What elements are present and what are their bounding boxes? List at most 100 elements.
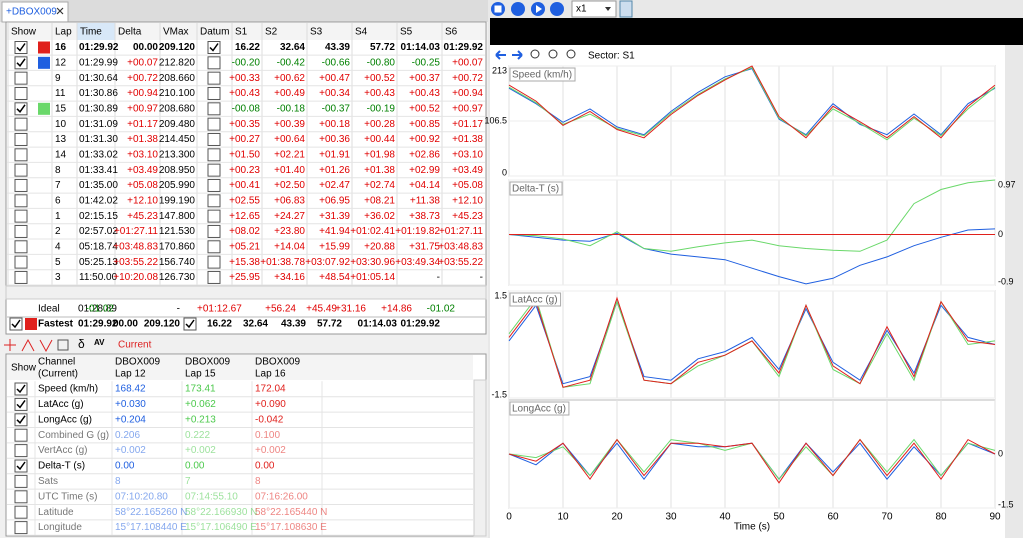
checkbox[interactable]: [14, 86, 28, 100]
checkbox[interactable]: [14, 194, 28, 208]
lap-cell: +00.35: [229, 119, 260, 130]
icon-cross[interactable]: [4, 339, 16, 351]
checkbox[interactable]: [207, 194, 221, 208]
delta-icon[interactable]: δ: [78, 337, 85, 351]
checkbox[interactable]: [9, 317, 23, 331]
lap-cell: +06.95: [319, 195, 350, 206]
checkbox[interactable]: [207, 209, 221, 223]
checkbox[interactable]: [207, 163, 221, 177]
lap-cell: +01:19.82: [395, 226, 440, 237]
checkbox[interactable]: [14, 224, 28, 238]
checkmark: [185, 319, 195, 329]
player-controls: x1: [491, 0, 633, 18]
lap-cell: 9: [55, 73, 61, 84]
channel-scrollbar[interactable]: [473, 379, 487, 537]
lap-cell: -00.37: [322, 103, 351, 114]
checkbox[interactable]: [207, 86, 221, 100]
icon-box[interactable]: [57, 339, 69, 351]
checkbox[interactable]: [14, 505, 28, 519]
ideal-cell: +14.86: [381, 304, 412, 315]
checkmark: [16, 399, 26, 409]
lap-cell: 170.860: [159, 241, 196, 252]
checkbox[interactable]: [207, 224, 221, 238]
checkbox[interactable]: [14, 209, 28, 223]
channel-header-label: Lap 16: [255, 369, 286, 380]
checkbox[interactable]: [14, 474, 28, 488]
lap-cell: 209.120: [159, 42, 196, 53]
checkbox[interactable]: [207, 240, 221, 254]
checkbox[interactable]: [207, 71, 221, 85]
lap-cell: 01:29.99: [79, 57, 118, 68]
checkbox[interactable]: [14, 132, 28, 146]
cursor-button[interactable]: [619, 0, 633, 18]
checkbox[interactable]: [14, 117, 28, 131]
lap-cell: 12: [55, 57, 67, 68]
checkbox[interactable]: [14, 71, 28, 85]
channel-cell: +0.204: [115, 414, 146, 425]
zoom-in[interactable]: [530, 49, 540, 59]
checkbox[interactable]: [14, 255, 28, 269]
checkbox[interactable]: [207, 255, 221, 269]
scrollbar[interactable]: [5, 285, 487, 300]
toolbar: [0, 336, 488, 354]
lap-cell: +00.64: [274, 134, 305, 145]
icon-peak[interactable]: [21, 338, 35, 352]
y-tick-label: -1.5: [491, 389, 507, 399]
channel-cell: +0.002: [185, 445, 216, 456]
channel-header-label: Lap 12: [115, 369, 146, 380]
trace: [508, 296, 996, 388]
checkbox[interactable]: [14, 56, 28, 70]
checkbox[interactable]: [183, 317, 197, 331]
back-button[interactable]: [511, 2, 525, 16]
checkbox[interactable]: [14, 413, 28, 427]
lap-cell: +00.52: [364, 73, 395, 84]
lap-cell: +01.38: [364, 165, 395, 176]
checkbox[interactable]: [207, 132, 221, 146]
checkbox[interactable]: [14, 382, 28, 396]
checkbox[interactable]: [207, 117, 221, 131]
checkbox[interactable]: [14, 490, 28, 504]
back-arrow[interactable]: [495, 50, 506, 60]
speed-select[interactable]: [571, 0, 617, 18]
channel-cell: VertAcc (g): [38, 445, 87, 456]
fastest-cell: 01:29.92: [78, 319, 118, 330]
lap-cell: +45.23: [452, 211, 483, 222]
lap-cell: 214.450: [159, 134, 196, 145]
checkbox[interactable]: [14, 41, 28, 54]
checkbox[interactable]: [207, 148, 221, 162]
checkbox[interactable]: [14, 102, 28, 116]
checkbox[interactable]: [14, 459, 28, 473]
checkbox[interactable]: [14, 397, 28, 411]
checkbox[interactable]: [14, 148, 28, 162]
forward-arrow[interactable]: [512, 50, 523, 60]
channel-cell: 173.41: [185, 384, 216, 395]
zoom-fit[interactable]: [566, 49, 576, 59]
checkbox[interactable]: [207, 270, 221, 284]
checkbox[interactable]: [207, 178, 221, 192]
checkbox[interactable]: [14, 163, 28, 177]
checkbox[interactable]: [14, 178, 28, 192]
forward-button[interactable]: [550, 2, 564, 16]
checkbox[interactable]: [14, 444, 28, 458]
tab-close[interactable]: [56, 7, 64, 15]
lap-cell: +03.10: [127, 149, 158, 160]
zoom-out[interactable]: [548, 49, 558, 59]
lap-cell: +00.07: [127, 57, 158, 68]
checkbox[interactable]: [207, 41, 221, 54]
checkbox[interactable]: [207, 102, 221, 116]
trace: [508, 228, 996, 285]
av-icon[interactable]: AV: [94, 338, 105, 347]
channel-cell: +0.090: [255, 399, 286, 410]
icon-valley[interactable]: [39, 339, 53, 353]
checkbox[interactable]: [207, 56, 221, 70]
lap-cell: +01.40: [274, 165, 305, 176]
lap-cell: 01:35.00: [79, 180, 118, 191]
lap-cell: 16: [55, 42, 67, 53]
checkbox[interactable]: [14, 428, 28, 442]
lap-cell: 199.190: [159, 195, 196, 206]
checkbox[interactable]: [14, 521, 28, 535]
ideal-cell: -: [177, 304, 180, 315]
checkbox[interactable]: [14, 270, 28, 284]
checkbox[interactable]: [14, 240, 28, 254]
column-header: S3: [310, 27, 323, 38]
